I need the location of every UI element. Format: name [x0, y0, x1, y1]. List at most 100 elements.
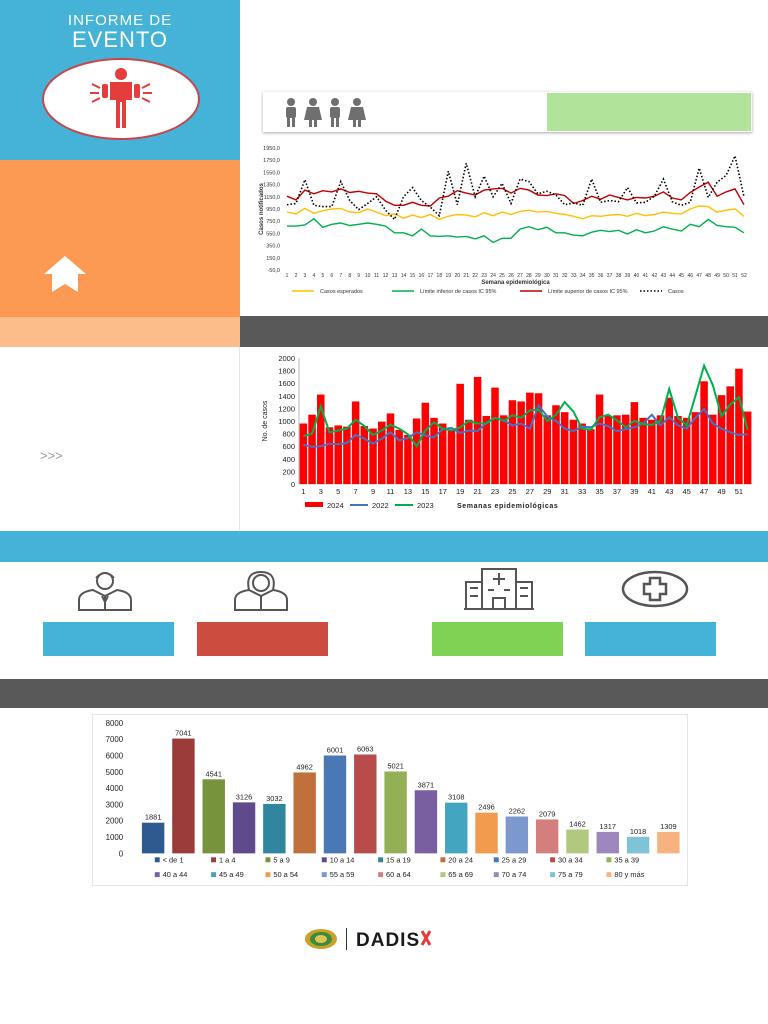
x-tick-label: 13 [392, 273, 398, 279]
x-tick-label: 1 [286, 273, 289, 279]
x-tick-label: 19 [446, 273, 452, 279]
x-axis-label: Semana epidemiológica [481, 280, 550, 286]
legend-swatch [321, 872, 327, 878]
x-tick-label: 39 [625, 273, 631, 279]
footer-divider [346, 928, 347, 950]
data-label: 3032 [266, 794, 282, 803]
bar [578, 423, 586, 484]
bar [630, 402, 639, 484]
legend-label: 20 a 24 [448, 855, 473, 864]
x-tick-label: 7 [354, 487, 358, 496]
y-tick-label: 1550,0 [263, 170, 280, 176]
x-tick-label: 29 [535, 273, 541, 279]
legend-label: Casos esperados [320, 289, 363, 295]
legend-label: Límite superior de casos IC 95% [548, 289, 628, 295]
bar [505, 816, 529, 854]
y-tick-label: 1350,0 [263, 183, 280, 189]
endemic-channel-chart: 1950,01750,01550,01350,01150,0950,0750,0… [259, 146, 747, 295]
section-band-2 [0, 531, 768, 562]
bar [691, 412, 700, 484]
x-tick-label: 48 [705, 273, 711, 279]
legend-label: 45 a 49 [219, 870, 244, 879]
bar [534, 393, 543, 484]
bar [726, 386, 734, 484]
x-tick-label: 31 [561, 487, 569, 496]
bar [293, 772, 316, 854]
category-box-1 [43, 622, 174, 656]
y-tick-label: 150,0 [266, 256, 280, 262]
bar [743, 411, 752, 484]
bar [735, 368, 743, 484]
y-tick-label: 6000 [106, 751, 124, 760]
y-tick-label: 0 [291, 480, 295, 489]
x-tick-label: 9 [371, 487, 375, 496]
x-tick-label: 46 [687, 273, 693, 279]
x-tick-label: 10 [365, 273, 371, 279]
x-tick-label: 39 [630, 487, 638, 496]
bar [626, 836, 650, 854]
bar [560, 412, 569, 484]
y-tick-label: 600 [282, 442, 295, 451]
y-tick-label: 750,0 [266, 219, 280, 225]
x-tick-label: 47 [696, 273, 702, 279]
series-line [286, 153, 745, 221]
x-tick-label: 21 [473, 487, 481, 496]
bar [596, 831, 619, 854]
y-tick-label: 1000 [278, 417, 295, 426]
legend-label: 2023 [417, 501, 434, 510]
data-label: 3871 [418, 780, 434, 789]
y-tick-label: 3000 [106, 800, 124, 809]
bar [717, 395, 726, 484]
x-tick-label: 49 [717, 487, 725, 496]
bar [323, 755, 347, 854]
y-tick-label: 1000 [106, 833, 124, 842]
bar [665, 397, 673, 484]
y-tick-label: -50,0 [267, 268, 280, 274]
x-tick-label: 27 [517, 273, 523, 279]
y-tick-label: 350,0 [266, 244, 280, 250]
x-tick-label: 26 [508, 273, 514, 279]
legend-label: 65 a 69 [448, 870, 473, 879]
y-tick-label: 400 [282, 455, 295, 464]
age-group-chart: 0 1000 2000 3000 4000 5000 6000 7000 8000 1881 704… [92, 714, 688, 886]
x-tick-label: 15 [421, 487, 429, 496]
event-logo [42, 58, 200, 140]
dadis-logo: DADIS [356, 927, 468, 951]
x-tick-label: 17 [428, 273, 434, 279]
bar [587, 429, 595, 484]
bar [543, 415, 552, 484]
bar [343, 426, 351, 484]
x-tick-label: 51 [735, 487, 743, 496]
y-tick-label: 8000 [106, 719, 124, 728]
bar [674, 415, 682, 484]
bar [325, 427, 334, 484]
y-tick-label: 200 [282, 467, 295, 476]
x-tick-label: 13 [404, 487, 412, 496]
data-label: 1309 [660, 822, 676, 831]
bar [414, 790, 438, 854]
section-band-1 [240, 316, 768, 347]
bar [482, 415, 491, 484]
y-tick-label: 2000 [106, 817, 124, 826]
more-arrows: >>> [40, 448, 63, 463]
bar [202, 779, 225, 854]
x-tick-label: 38 [616, 273, 622, 279]
bar [299, 423, 308, 484]
x-tick-label: 7 [339, 273, 342, 279]
legend-swatch [606, 872, 612, 878]
bar [378, 421, 386, 484]
bar [621, 414, 630, 484]
x-tick-label: 50 [723, 273, 729, 279]
bar [384, 771, 407, 854]
weekly-comparison-chart: 0 200 400 600 800 1000 1200 1400 1600 1800 2000 No.… [262, 354, 752, 510]
y-tick-label: 7000 [106, 735, 124, 744]
series-line [287, 217, 745, 244]
x-tick-label: 11 [387, 487, 395, 496]
legend-swatch [550, 872, 556, 878]
bar [308, 414, 316, 484]
legend-label: 55 a 59 [330, 870, 355, 879]
legend-swatch [154, 857, 160, 863]
legend-label: 70 a 74 [502, 870, 527, 879]
data-label: 6063 [357, 745, 373, 754]
bar [334, 425, 342, 484]
